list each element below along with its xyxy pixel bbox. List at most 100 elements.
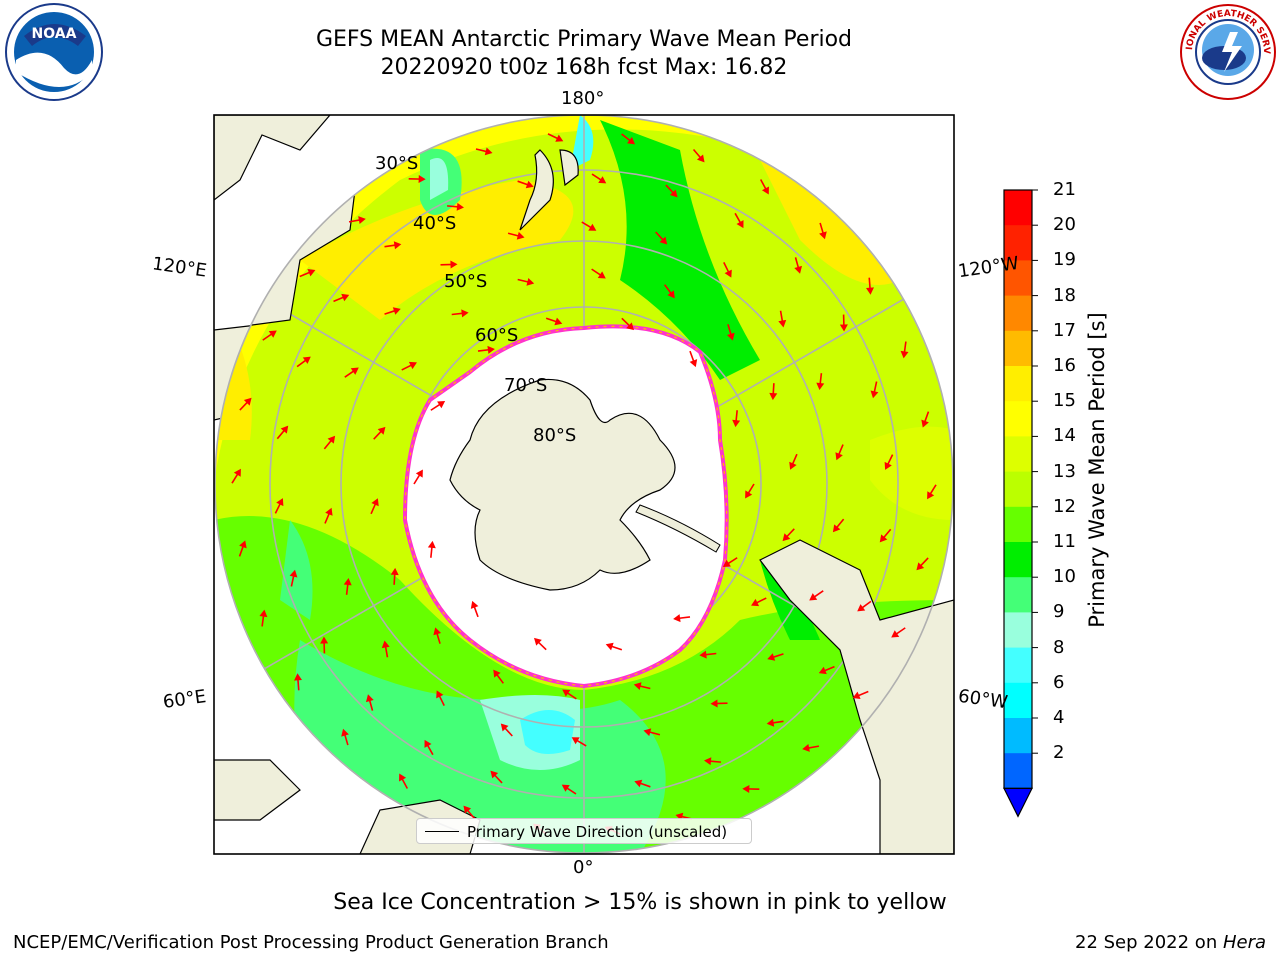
chart-title: GEFS MEAN Antarctic Primary Wave Mean Pe… [315,27,853,52]
wave-arrow-head [598,176,607,184]
wave-arrow-head [809,593,818,601]
colorbar-tick-label: 9 [1053,601,1065,623]
lon-label-top: 180° [561,88,605,109]
wave-arrow-head [555,134,564,142]
wave-arrow-head [789,461,797,470]
legend-line-swatch [425,831,459,832]
wave-arrow-head [358,216,366,225]
wave-arrow-head [526,277,535,286]
wave-arrow-head [461,309,469,318]
wave-arrow-head [835,452,843,461]
wave-arrow-head [832,524,841,533]
colorbar-tick-label: 12 [1053,495,1076,517]
wave-arrow-head [627,136,636,145]
wave-arrow-head [732,419,741,428]
colorbar-tick-label: 13 [1053,460,1076,482]
wave-arrow-head [857,604,866,612]
lon-label-bottom: 0° [573,857,594,878]
wave-arrow-head [643,728,652,737]
colorbar-tick-label: 18 [1053,284,1076,306]
wave-arrow-head [327,435,336,444]
wave-arrow-head [726,332,735,341]
wave-arrow-head [673,614,681,623]
wave-arrow-head [289,569,298,578]
colorbar-segment [1004,753,1032,789]
colorbar-segment [1004,577,1032,613]
footer-date: 22 Sep 2022 on Hera [1075,932,1266,953]
wave-arrow-head [427,540,436,549]
wave-arrow-head [818,666,827,675]
wave-arrow-head [450,260,458,269]
colorbar-segment [1004,718,1032,754]
colorbar-tick-label: 8 [1053,636,1065,658]
wave-arrow-head [487,345,495,354]
lat-label-80s: 80°S [533,425,576,446]
colorbar-segment [1004,225,1032,261]
wave-arrow-head [320,636,329,644]
wave-arrow-head [390,567,399,576]
wave-arrow-head [276,498,284,507]
wave-arrow-head [626,322,634,331]
colorbar-extend-triangle [1003,787,1033,818]
lat-label-50s: 50°S [444,271,487,292]
colorbar-segment [1004,260,1032,297]
wave-arrow-head [562,689,571,697]
wave-arrow-head [233,468,241,477]
wave-arrow-head [778,319,787,328]
legend: Primary Wave Direction (unscaled) [416,818,752,844]
wave-arrow-head [669,189,678,198]
wave-arrow-head [761,186,769,195]
new-zealand [519,149,579,231]
wave-arrow-head [561,784,570,792]
colorbar-tick-label: 15 [1053,390,1076,412]
wave-arrow-head [802,743,810,752]
wave-arrow-head [659,236,668,245]
wave-arrow-head [470,600,479,609]
wave-arrow-head [239,540,247,549]
noaa-logo: NOAA [5,3,103,101]
colorbar-tick-label: 6 [1053,671,1065,693]
wave-arrow-head [916,562,925,571]
wave-arrow-head [377,426,386,435]
wave-arrow-head [699,650,707,659]
colorbar-segment [1004,295,1032,332]
wave-arrow-head [724,269,732,278]
colorbar-tick-label: 16 [1053,355,1076,376]
colorbar-tick-label: 4 [1053,707,1065,728]
colorbar-tick-label: 10 [1053,566,1076,588]
wave-arrow-head [424,739,432,748]
colorbar-tick-label: 20 [1053,214,1076,236]
wave-direction-arrows [231,133,937,835]
wave-arrow-head [722,559,731,567]
wave-arrow-head [736,220,744,229]
wave-arrow-head [879,534,888,543]
wave-arrow-head [437,401,446,409]
wave-arrow-head [745,490,753,499]
colorbar-segment [1004,612,1032,649]
colorbar-tick-label: 19 [1053,249,1076,271]
wave-arrow-head [341,728,349,737]
footer-date-text: 22 Sep 2022 on [1075,932,1223,953]
wave-arrow-head [525,180,534,189]
wave-arrow-head [392,307,401,315]
wave-arrow-head [456,202,465,211]
wave-arrow-head [696,154,705,163]
chart-subtitle: 20220920 t00z 168h fcst Max: 16.82 [380,55,788,80]
colorbar-tick-label: 17 [1053,319,1076,341]
wave-arrow-head [534,637,542,646]
colorbar-segment [1004,647,1032,684]
wave-arrow-head [816,382,825,391]
wave-arrow-head [343,577,352,586]
wave-arrow-head [307,268,316,277]
map-frame [213,114,955,855]
lat-label-60s: 60°S [475,325,518,346]
colorbar-tick-label: 14 [1053,425,1076,447]
wave-arrow-head [927,491,935,500]
wave-arrow-head [588,223,597,231]
wave-arrow-head [852,691,861,700]
colorbar-segment [1004,330,1032,367]
wave-arrow-head [751,598,760,607]
colorbar-tick-label: 2 [1053,742,1065,764]
lat-label-70s: 70°S [504,375,547,396]
